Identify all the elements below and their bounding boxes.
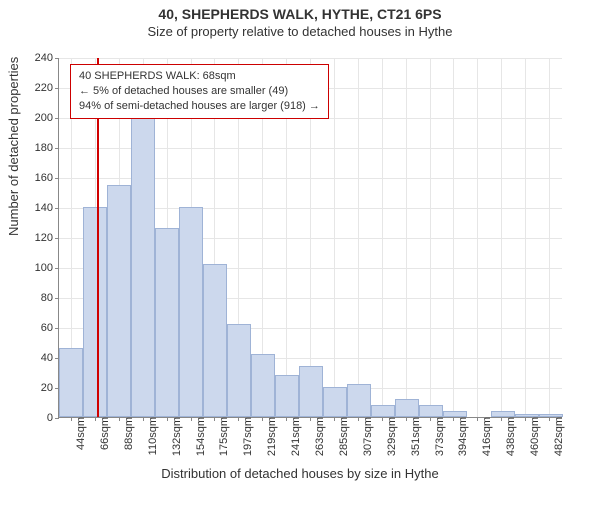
xtick-label: 66sqm	[95, 417, 111, 450]
histogram-bar	[227, 324, 251, 417]
ytick-label: 220	[35, 82, 59, 94]
histogram-bar	[443, 411, 467, 417]
xtick-label: 44sqm	[71, 417, 87, 450]
ytick-label: 20	[41, 382, 59, 394]
ytick-label: 160	[35, 172, 59, 184]
histogram-bar	[59, 348, 83, 417]
xtick-label: 394sqm	[453, 417, 469, 456]
x-axis-label: Distribution of detached houses by size …	[0, 466, 600, 481]
ytick-label: 100	[35, 262, 59, 274]
histogram-bar	[515, 414, 539, 417]
ytick-label: 80	[41, 292, 59, 304]
xtick-label: 482sqm	[549, 417, 565, 456]
annotation-line: 94% of semi-detached houses are larger (…	[79, 99, 320, 114]
annotation-line: ← 5% of detached houses are smaller (49)	[79, 84, 320, 99]
xtick-label: 110sqm	[143, 417, 159, 455]
ytick-label: 140	[35, 202, 59, 214]
y-axis-label: Number of detached properties	[6, 57, 21, 236]
xtick-label: 197sqm	[238, 417, 254, 456]
histogram-bar	[539, 414, 563, 417]
histogram-bar	[395, 399, 419, 417]
xtick-label: 351sqm	[406, 417, 422, 456]
histogram-bar	[131, 117, 155, 417]
ytick-label: 40	[41, 352, 59, 364]
ytick-label: 200	[35, 112, 59, 124]
xtick-label: 329sqm	[382, 417, 398, 456]
histogram-bar	[251, 354, 275, 417]
xtick-label: 175sqm	[214, 417, 230, 456]
xtick-label: 438sqm	[501, 417, 517, 456]
histogram-bar	[179, 207, 203, 417]
xtick-label: 373sqm	[430, 417, 446, 456]
page-subtitle: Size of property relative to detached ho…	[0, 24, 600, 39]
histogram-bar	[371, 405, 395, 417]
xtick-label: 241sqm	[286, 417, 302, 456]
ytick-label: 180	[35, 142, 59, 154]
histogram-bar	[83, 207, 107, 417]
annotation-line: 40 SHEPHERDS WALK: 68sqm	[79, 69, 320, 84]
histogram-bar	[419, 405, 443, 417]
annotation-box: 40 SHEPHERDS WALK: 68sqm← 5% of detached…	[70, 64, 329, 119]
xtick-label: 285sqm	[334, 417, 350, 456]
histogram-bar	[107, 185, 131, 418]
xtick-label: 416sqm	[477, 417, 493, 456]
ytick-label: 60	[41, 322, 59, 334]
histogram-bar	[347, 384, 371, 417]
xtick-label: 263sqm	[310, 417, 326, 456]
xtick-label: 154sqm	[191, 417, 207, 456]
xtick-label: 219sqm	[262, 417, 278, 456]
histogram-bar	[323, 387, 347, 417]
histogram-bar	[155, 228, 179, 417]
histogram-bar	[275, 375, 299, 417]
xtick-label: 307sqm	[358, 417, 374, 456]
xtick-label: 132sqm	[167, 417, 183, 456]
ytick-label: 0	[47, 412, 59, 424]
histogram-bar	[491, 411, 515, 417]
xtick-label: 88sqm	[119, 417, 135, 450]
ytick-label: 120	[35, 232, 59, 244]
xtick-label: 460sqm	[525, 417, 541, 456]
histogram-bar	[299, 366, 323, 417]
histogram-bar	[203, 264, 227, 417]
page-title: 40, SHEPHERDS WALK, HYTHE, CT21 6PS	[0, 6, 600, 22]
ytick-label: 240	[35, 52, 59, 64]
